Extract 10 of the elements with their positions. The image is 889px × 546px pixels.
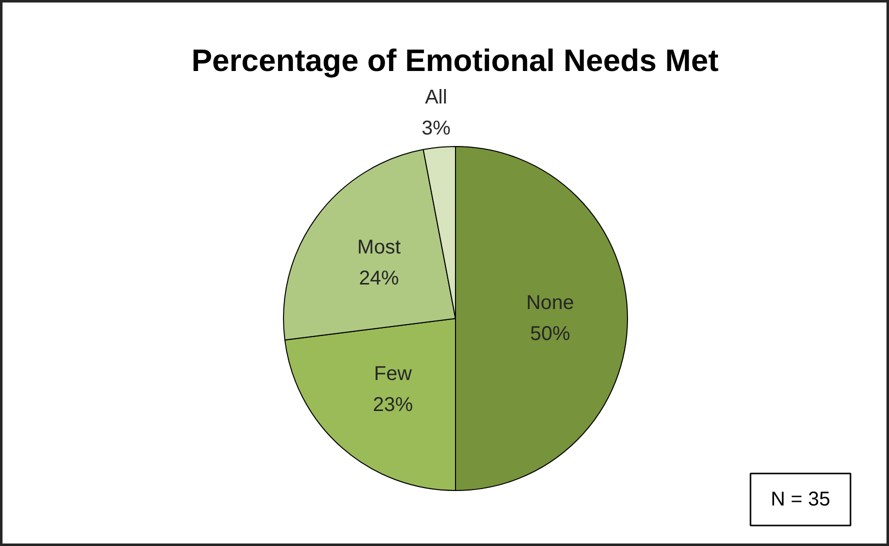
data-label: 3% [422,117,451,140]
slice-label: Most [357,236,402,258]
text: N = 35 [770,488,830,510]
slice-label: Few [374,363,412,386]
data-label: 50% [530,322,570,345]
slice-label: All [424,86,448,109]
data-label: 23% [372,394,414,416]
chart-title: Percentage of Emotional Needs Met [191,43,719,78]
slice-label: None [526,292,574,314]
data-label: 24% [358,267,400,290]
